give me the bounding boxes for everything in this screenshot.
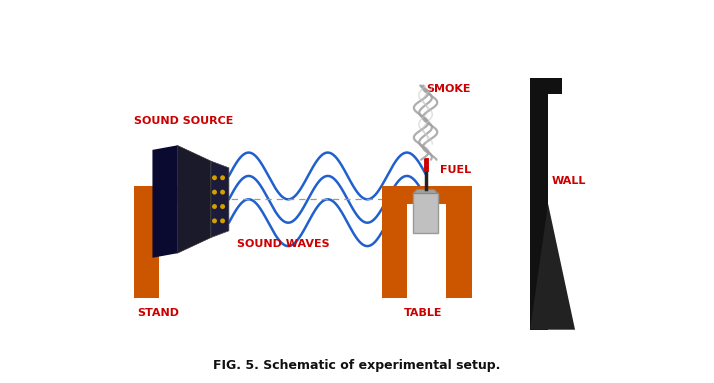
Circle shape — [220, 190, 225, 195]
Polygon shape — [153, 146, 177, 258]
Bar — [413, 193, 438, 233]
Text: STAND: STAND — [138, 308, 180, 318]
Polygon shape — [530, 78, 561, 94]
Polygon shape — [530, 204, 575, 330]
Polygon shape — [211, 161, 229, 237]
Polygon shape — [134, 186, 159, 298]
Text: FUEL: FUEL — [440, 165, 471, 175]
Text: TABLE: TABLE — [404, 308, 443, 318]
Polygon shape — [413, 190, 438, 193]
Text: SOUND WAVES: SOUND WAVES — [236, 239, 329, 249]
Circle shape — [212, 204, 217, 209]
Polygon shape — [446, 204, 472, 298]
Text: FIG. 5. Schematic of experimental setup.: FIG. 5. Schematic of experimental setup. — [213, 358, 501, 372]
Circle shape — [212, 218, 217, 223]
Text: SOUND SOURCE: SOUND SOURCE — [134, 116, 234, 126]
Polygon shape — [177, 146, 211, 253]
Polygon shape — [382, 204, 408, 298]
Circle shape — [220, 175, 225, 180]
Circle shape — [220, 204, 225, 209]
Text: SMOKE: SMOKE — [427, 84, 471, 94]
Circle shape — [220, 218, 225, 223]
Circle shape — [212, 190, 217, 195]
Polygon shape — [382, 186, 472, 204]
Text: WALL: WALL — [551, 176, 585, 187]
Polygon shape — [134, 186, 216, 204]
Circle shape — [212, 175, 217, 180]
Polygon shape — [530, 78, 548, 330]
